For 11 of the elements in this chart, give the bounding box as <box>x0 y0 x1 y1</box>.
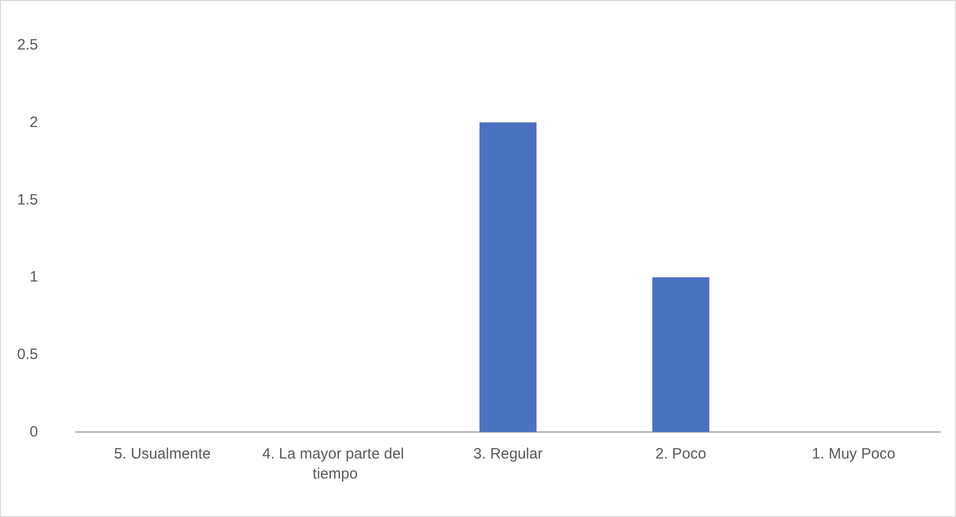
x-tick-label: 3. Regular <box>473 446 543 462</box>
x-tick-label: 5. Usualmente <box>114 446 211 462</box>
x-tick-label: 1. Muy Poco <box>812 446 896 462</box>
y-tick-label: 0.5 <box>17 346 38 364</box>
y-tick-label: 1.5 <box>17 191 38 208</box>
x-tick-label: 2. Poco <box>655 446 706 462</box>
y-tick-label: 1 <box>30 268 38 286</box>
y-tick-label: 0 <box>30 424 38 440</box>
y-tick-label: 2 <box>30 114 38 131</box>
x-tick-label: 4. La mayor parte del tiempo <box>262 446 408 482</box>
y-tick-label: 2.5 <box>17 36 38 54</box>
